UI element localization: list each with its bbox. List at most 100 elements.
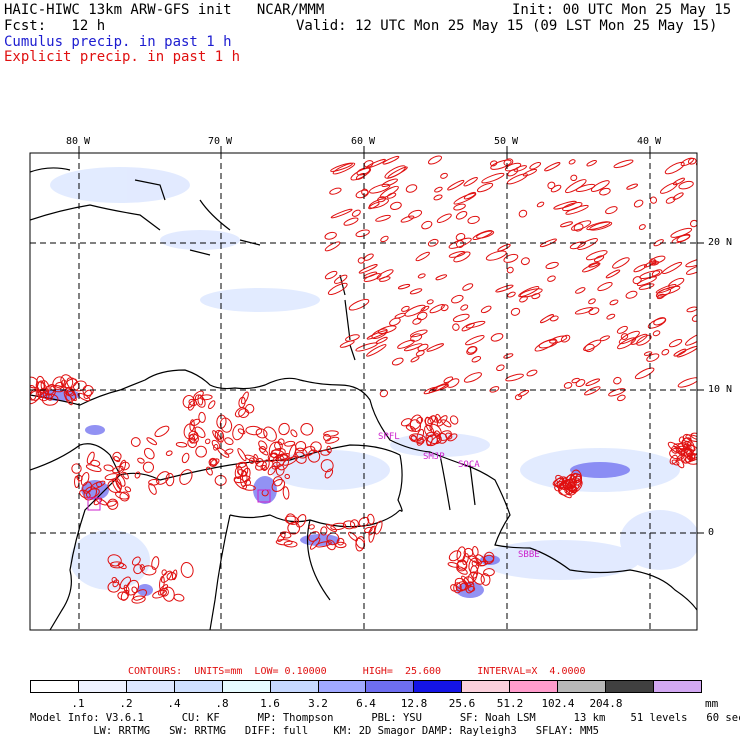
precip-contour [518,209,528,218]
precip-contour [455,240,465,248]
precip-contour [181,452,190,464]
precip-contour [279,453,290,460]
precip-contour [137,457,145,464]
precip-contour [529,161,542,170]
precip-contour [199,394,213,401]
precip-contour [368,202,380,210]
precip-contour [456,559,468,570]
precip-contour [634,367,655,380]
precip-contour [361,188,369,196]
precip-contour [326,532,340,546]
precip-contour [510,307,521,316]
precip-contour [638,283,655,290]
precip-contour [503,353,514,359]
precip-contour [324,241,341,252]
precip-contour [369,183,391,194]
precip-contour [330,522,347,531]
precip-contour [609,299,619,306]
lat-label-20n: 20 N [708,237,733,248]
precip-contour [463,372,482,383]
precip-contour [260,464,267,471]
colorbar-tick-label: 204.8 [589,697,623,710]
precip-contour [462,283,474,291]
precip-contour [30,390,41,405]
precip-contour [653,239,664,247]
precip-contour [390,201,402,210]
precip-contour [271,461,281,470]
precip-contour [290,429,298,438]
precip-contour [676,453,686,461]
precip-contour [557,487,572,499]
precip-contour [466,346,478,355]
precip-contour [119,491,130,502]
precip-contour [586,221,611,231]
precip-contour [179,469,193,485]
precip-contour [448,237,472,249]
precip-contour [559,480,569,490]
precip-contour [455,233,466,242]
precip-contour [445,432,453,440]
precip-contour [659,182,678,194]
precip-contour [367,513,375,525]
precip-contour [410,356,420,363]
precip-contour [599,187,611,196]
colorbar-cell [31,681,79,692]
precip-contour [283,540,298,548]
precip-contour [476,560,489,567]
colorbar-tick-label: 1.6 [260,697,280,710]
precip-contour [278,422,290,436]
precip-contour [41,393,59,406]
precip-contour [687,157,697,165]
precip-contour [187,400,196,411]
precip-contour [284,473,291,480]
precip-contour [463,547,474,558]
precip-contour [124,486,132,493]
precip-contour [480,573,491,586]
contour-info: CONTOURS: UNITS=mm LOW= 0.10000 HIGH= 25… [128,666,586,677]
precip-contour [455,210,468,220]
graticule [30,153,697,630]
precip-contour [36,375,46,392]
precip-contour [349,519,359,529]
precip-contour [165,472,175,487]
precip-contour [326,539,336,551]
precip-contour [565,204,589,215]
precip-contour [54,381,64,388]
colorbar-cell [174,681,223,692]
precip-contour [447,179,465,191]
precip-contour [462,553,469,566]
precip-contour [468,555,482,565]
precip-contour [549,335,568,344]
precip-contour [294,451,307,464]
colorbar-cell [270,681,319,692]
precip-contour [447,562,460,568]
precip-contour [489,160,498,167]
precip-contour [409,288,423,295]
precip-contour [685,264,697,275]
precip-contour [453,582,462,594]
colorbar [30,680,702,693]
precip-contour [224,437,234,446]
precip-contour [490,159,512,170]
precip-contour [380,235,389,243]
precip-contour [695,160,697,167]
precip-contour [563,382,573,389]
precip-contour [574,307,594,315]
precip-contour [287,521,301,535]
precip-contour [343,217,359,226]
precip-contour [112,465,124,474]
precip-contour [586,160,597,167]
precip-contour [539,238,557,248]
precip-contour [133,564,143,575]
colorbar-tick-label: 3.2 [308,697,328,710]
precip-contour [460,304,469,311]
init-time: Init: 00 UTC Mon 25 May 15 [512,2,732,18]
precip-contour [151,556,160,570]
precip-contour [143,447,155,460]
precip-contour [656,293,665,300]
precip-contour [397,339,415,349]
colorbar-cell [318,681,367,692]
precip-contour [434,430,441,439]
precip-contour [387,166,408,179]
colorbar-cell [222,681,271,692]
